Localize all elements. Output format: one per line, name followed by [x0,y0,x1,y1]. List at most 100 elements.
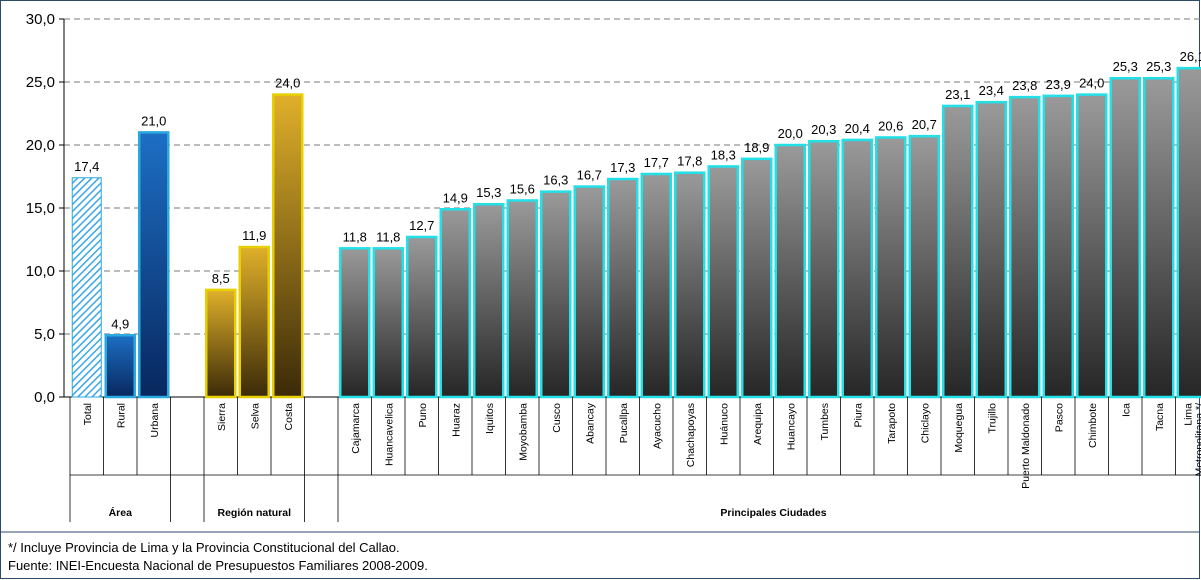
category-label: Tacna [1154,403,1166,431]
category-labels: Total Rural Urbana Sierra Selva Costa Cajamarc… [69,397,1201,522]
category-label: Moyobamba [517,403,529,461]
bar [808,139,840,399]
bar [238,245,270,399]
category-label: Selva [249,403,261,429]
data-label: 25,3 [1113,59,1138,74]
category-label: Cusco [551,403,563,433]
bar [272,93,304,399]
bar [1176,66,1201,399]
bar [540,190,572,399]
category-label: Arequipa [752,403,764,445]
category-label: Sierra [216,403,228,431]
category-label: Huancavelica [383,403,395,466]
data-label: 23,8 [1012,78,1037,93]
data-label: 11,9 [242,228,266,243]
category-label: Pucallpa [618,403,630,443]
bar [774,143,806,399]
bar [841,138,873,399]
data-labels: 17,4 4,9 21,0 8,5 11,9 24,0 11,8 11,8 12,7 14,9 15… [74,49,1201,331]
data-label: 16,3 [543,173,568,188]
bar [1143,76,1175,399]
bar [205,288,237,399]
bar [138,131,170,399]
bar [707,165,739,399]
category-label: Trujillo [986,403,998,434]
source-text: Fuente: INEI-Encuesta Nacional de Presup… [8,558,428,573]
bar [741,157,773,399]
data-label: 17,8 [677,154,702,169]
bar [640,172,672,399]
data-label: 20,3 [811,122,836,137]
bar [674,171,706,399]
category-label: Huaraz [450,403,462,437]
bar [71,177,102,398]
category-label: Tumbes [819,403,831,441]
group-label: Área [109,506,133,519]
y-tick-label: 0,0 [34,389,55,406]
data-label: 20,6 [878,118,903,133]
category-label: Puerto Maldonado [1020,403,1032,489]
bar [1009,95,1041,399]
bar [339,247,371,399]
data-label: 16,7 [577,168,602,183]
y-tick-label: 5,0 [34,326,55,343]
data-label: 26,1 [1180,49,1201,64]
category-label: Rural [115,403,127,428]
group-label: Región natural [217,507,291,519]
category-label: Urbana [149,403,161,438]
group-labels: Área Región natural Principales Ciudades [109,506,827,519]
bars [71,66,1201,399]
category-label: Puno [417,403,429,428]
data-label: 23,4 [979,83,1004,98]
bar [1076,93,1108,399]
bar [942,104,974,399]
category-label: Huancayo [785,403,797,450]
data-label: 8,5 [212,271,230,286]
bar [875,136,907,399]
data-label: 17,7 [644,155,669,170]
y-tick-label: 15,0 [26,200,55,217]
category-label: Piura [852,403,864,428]
bar [1109,76,1141,399]
data-label: 14,9 [443,190,468,205]
data-label: 25,3 [1146,59,1171,74]
data-label: 17,3 [610,160,635,175]
data-label: 11,8 [343,229,367,244]
data-label: 20,7 [912,117,937,132]
y-tick-label: 20,0 [26,137,55,154]
category-label: Chachapoyas [685,403,697,467]
category-label: Tarapoto [886,403,898,444]
category-label: Total [82,403,94,425]
bar [975,100,1007,399]
bar [506,199,538,399]
category-label: Pasco [1053,403,1065,432]
data-label: 21,0 [141,113,166,128]
bar [573,185,605,399]
category-label: Chimbote [1087,403,1099,448]
data-label: 20,4 [845,121,870,136]
bar [607,177,639,399]
category-label: Iquitos [484,403,496,434]
bar [473,202,505,399]
category-label: LimaMetropolitana */ [1182,403,1201,477]
y-tick-label: 10,0 [26,263,55,280]
y-tick-label: 25,0 [26,74,55,91]
category-label: Huánuco [718,403,730,445]
y-tick-label: 30,0 [26,11,55,28]
group-label: Principales Ciudades [720,507,826,519]
data-label: 11,8 [376,229,400,244]
data-label: 17,4 [74,159,99,174]
category-label: Moquegua [953,403,965,453]
data-label: 15,3 [476,185,501,200]
footnote-text: */ Incluye Provincia de Lima y la Provin… [8,540,400,555]
data-label: 4,9 [111,316,129,331]
category-label: Abancay [584,402,596,444]
data-label: 15,6 [510,181,535,196]
bar [104,334,136,399]
bar [908,134,940,399]
data-label: 24,0 [1079,76,1104,91]
bar [372,247,404,399]
data-label: 12,7 [409,218,434,233]
